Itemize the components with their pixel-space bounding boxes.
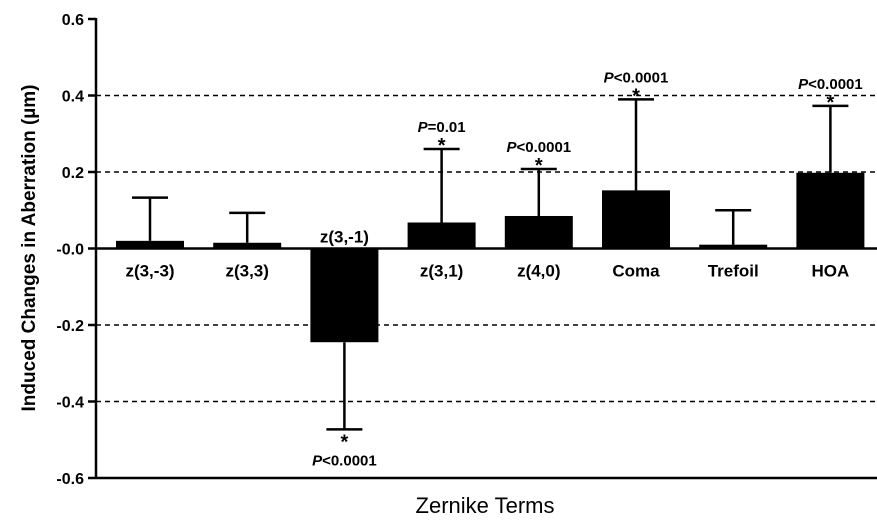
y-tick-label: 0.6: [62, 12, 84, 29]
bar: [699, 244, 768, 249]
p-value-symbol: P: [604, 69, 615, 86]
category-labels: z(3,-3) z(3,3) z(3,-1) z(3,1) z(4,0) Coma Tref…: [125, 228, 849, 281]
y-tick-label: -0.0: [56, 242, 84, 259]
p-value-symbol: P: [312, 452, 323, 469]
bar: [213, 242, 282, 249]
category-label: z(4,0): [517, 262, 560, 281]
bar: [116, 240, 184, 249]
y-tick-label: -0.4: [56, 395, 84, 412]
p-value-label: P<0.0001: [312, 452, 377, 469]
p-value-label: P=0.01: [418, 119, 466, 136]
bars: [116, 172, 865, 343]
p-value-number: <0.0001: [808, 76, 863, 93]
significance-star: *: [535, 155, 543, 177]
bar: [796, 172, 865, 249]
y-axis-label: Induced Changes in Aberration (µm): [19, 85, 40, 412]
p-value-symbol: P: [798, 76, 809, 93]
category-label: Coma: [612, 262, 660, 281]
x-axis-label: Zernike Terms: [416, 493, 555, 518]
y-tick-label: 0.2: [62, 165, 84, 182]
bar: [310, 248, 379, 343]
p-value-number: <0.0001: [516, 139, 571, 156]
p-value-number: <0.0001: [322, 452, 377, 469]
y-tick-label: 0.4: [62, 89, 84, 106]
significance-star: *: [827, 92, 835, 114]
y-tick-labels: 0.6 0.4 0.2 -0.0 -0.2 -0.4 -0.6: [56, 12, 84, 488]
bar: [407, 222, 476, 249]
y-tick-label: -0.6: [56, 471, 84, 488]
category-label: Trefoil: [708, 262, 759, 281]
bar: [504, 215, 573, 249]
significance-annotations: *P<0.0001*P=0.01*P<0.0001*P<0.0001*P<0.0…: [312, 69, 863, 469]
p-value-symbol: P: [506, 139, 517, 156]
category-label: z(3,3): [225, 262, 268, 281]
y-tick-label: -0.2: [56, 318, 84, 335]
category-label: z(3,-3): [125, 262, 174, 281]
p-value-label: P<0.0001: [604, 69, 669, 86]
p-value-label: P<0.0001: [798, 76, 863, 93]
p-value-symbol: P: [418, 119, 429, 136]
category-label: HOA: [812, 262, 850, 281]
gridlines: [96, 94, 877, 403]
significance-star: *: [632, 85, 640, 107]
bar: [602, 190, 670, 249]
category-label: z(3,-1): [320, 228, 369, 247]
p-value-number: =0.01: [428, 119, 466, 136]
p-value-number: <0.0001: [614, 69, 669, 86]
axes: [88, 17, 877, 480]
error-bars: [132, 98, 849, 431]
p-value-label: P<0.0001: [506, 139, 571, 156]
significance-star: *: [341, 431, 349, 453]
category-label: z(3,1): [420, 262, 463, 281]
significance-star: *: [438, 135, 446, 157]
